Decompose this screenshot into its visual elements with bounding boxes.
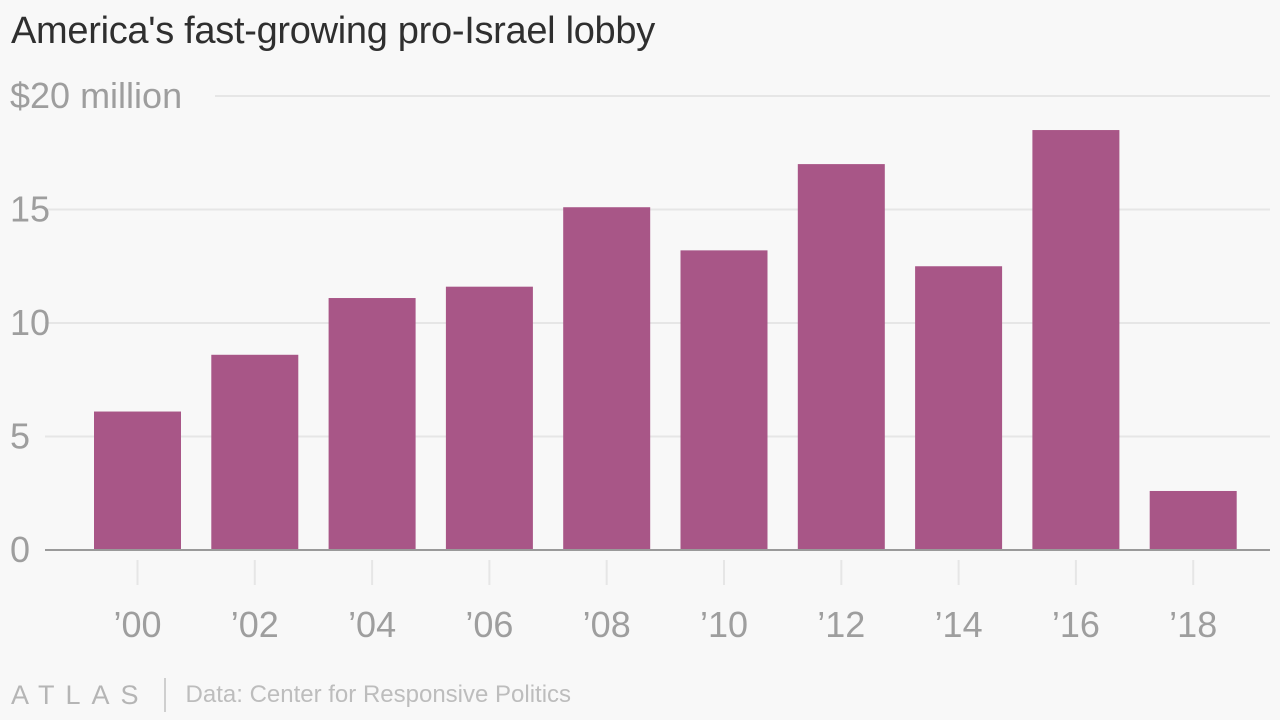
y-tick-label: 5 — [10, 416, 30, 457]
x-tick-label: ’04 — [348, 604, 396, 645]
x-tick-label: ’10 — [700, 604, 748, 645]
x-tick-label: ’12 — [817, 604, 865, 645]
source-note: Data: Center for Responsive Politics — [185, 681, 572, 708]
bar — [563, 207, 651, 551]
footer-divider — [163, 678, 166, 712]
chart-title: America's fast-growing pro-Israel lobby — [11, 10, 655, 52]
x-tick-label: ’06 — [465, 604, 513, 645]
y-tick-label: 10 — [10, 302, 50, 343]
x-tick-label: ’18 — [1169, 604, 1217, 645]
bar — [1149, 490, 1237, 550]
bar — [94, 411, 181, 550]
y-tick-label: 0 — [10, 529, 30, 570]
x-tick-label: ’14 — [935, 604, 983, 645]
bar — [211, 354, 299, 550]
x-tick-label: ’02 — [231, 604, 279, 645]
bar — [915, 266, 1003, 550]
chart-footer: ATLAS Data: Center for Responsive Politi… — [11, 678, 571, 712]
bar — [328, 298, 416, 550]
y-tick-label: $20 million — [10, 75, 182, 116]
bar — [797, 164, 885, 550]
x-tick-label: ’00 — [113, 604, 161, 645]
bar — [1032, 130, 1120, 551]
y-tick-label: 15 — [10, 189, 50, 230]
x-tick-label: ’08 — [583, 604, 631, 645]
x-tick-label: ’16 — [1052, 604, 1100, 645]
atlas-logo: ATLAS — [11, 679, 150, 710]
bar — [445, 286, 533, 550]
bar — [680, 250, 768, 551]
